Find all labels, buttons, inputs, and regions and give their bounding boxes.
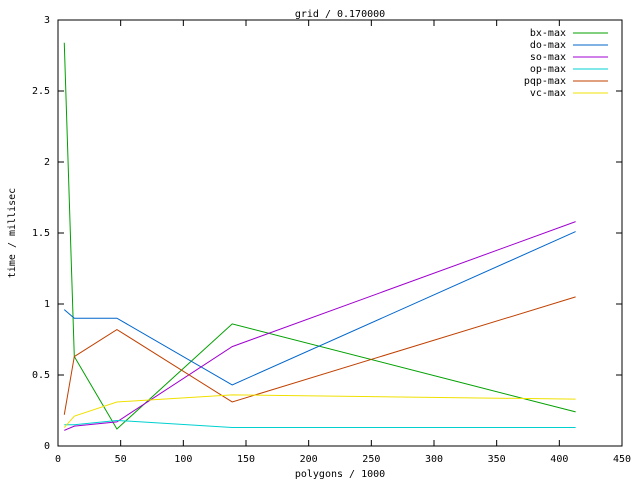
- y-tick-label: 2.5: [32, 86, 50, 97]
- x-tick-label: 350: [488, 454, 506, 465]
- legend-label: do-max: [530, 40, 566, 51]
- legend-label: vc-max: [530, 88, 566, 99]
- series-line: [63, 394, 576, 428]
- series-line: [64, 419, 576, 429]
- y-axis-label: time / millisec: [7, 188, 18, 278]
- series-line: [63, 231, 576, 386]
- x-tick-label: 200: [300, 454, 318, 465]
- y-tick-label: 3: [44, 15, 50, 26]
- x-axis-label: polygons / 1000: [295, 469, 385, 480]
- legend-label: op-max: [530, 64, 566, 75]
- legend-label: pqp-max: [524, 76, 566, 87]
- x-tick-label: 450: [613, 454, 631, 465]
- x-tick-label: 250: [362, 454, 380, 465]
- x-tick-label: 150: [237, 454, 255, 465]
- x-tick-label: 50: [115, 454, 127, 465]
- legend-label: bx-max: [530, 28, 566, 39]
- chart-title: grid / 0.170000: [295, 9, 385, 20]
- series-line: [64, 221, 576, 431]
- legend-label: so-max: [530, 52, 566, 63]
- x-tick-label: 400: [550, 454, 568, 465]
- y-tick-label: 1: [44, 299, 50, 310]
- x-tick-label: 0: [55, 454, 61, 465]
- series-line: [63, 296, 576, 415]
- y-tick-label: 1.5: [32, 228, 50, 239]
- x-tick-label: 100: [174, 454, 192, 465]
- y-tick-label: 0: [44, 441, 50, 452]
- x-tick-label: 300: [425, 454, 443, 465]
- y-tick-label: 2: [44, 157, 50, 168]
- y-tick-label: 0.5: [32, 370, 50, 381]
- series-line: [63, 42, 576, 430]
